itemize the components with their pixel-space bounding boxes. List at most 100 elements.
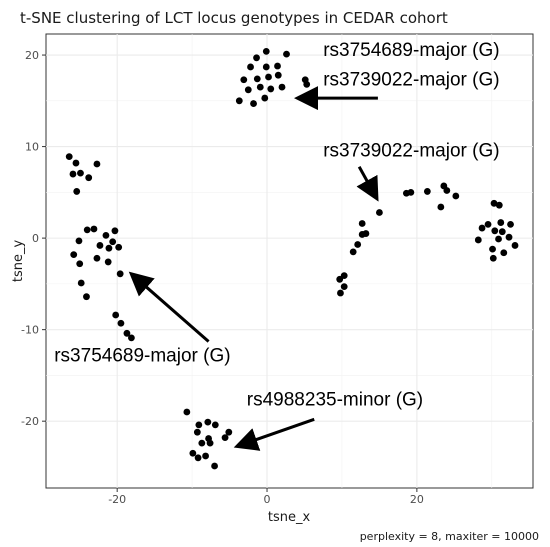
data-point bbox=[336, 275, 344, 283]
data-point bbox=[250, 100, 257, 107]
y-tick-label: -10 bbox=[21, 324, 39, 337]
data-point bbox=[75, 237, 83, 245]
data-point bbox=[253, 54, 260, 62]
data-point bbox=[206, 439, 214, 447]
data-point bbox=[265, 73, 272, 81]
data-point bbox=[437, 203, 445, 211]
data-point bbox=[193, 428, 201, 436]
data-point bbox=[497, 219, 505, 226]
data-point bbox=[340, 272, 348, 280]
data-point bbox=[109, 238, 117, 246]
data-point bbox=[511, 242, 519, 249]
data-point bbox=[256, 83, 264, 91]
chart-caption: perplexity = 8, maxiter = 10000 bbox=[360, 530, 539, 543]
data-point bbox=[267, 85, 275, 93]
annotation-label: rs4988235-minor (G) bbox=[247, 390, 423, 411]
data-point bbox=[244, 86, 252, 94]
x-tick-label: -20 bbox=[108, 493, 126, 506]
data-point bbox=[70, 251, 78, 258]
data-point bbox=[262, 63, 270, 71]
data-point bbox=[349, 248, 357, 256]
data-point bbox=[489, 245, 496, 253]
data-point bbox=[73, 188, 81, 195]
data-point bbox=[83, 226, 91, 234]
annotation-label: rs3739022-major (G) bbox=[323, 141, 499, 162]
data-point bbox=[478, 224, 486, 232]
data-point bbox=[240, 76, 248, 84]
data-point bbox=[93, 254, 101, 262]
data-point bbox=[90, 225, 98, 233]
data-point bbox=[340, 283, 348, 291]
y-tick-label: 20 bbox=[25, 49, 39, 62]
data-point bbox=[77, 279, 85, 287]
data-point bbox=[283, 50, 290, 58]
data-point bbox=[407, 188, 415, 196]
annotation-label: rs3754689-major (G) bbox=[54, 346, 230, 367]
data-point bbox=[274, 62, 281, 70]
annotation-arrows bbox=[128, 86, 379, 451]
data-point bbox=[498, 228, 506, 236]
data-point bbox=[116, 270, 124, 278]
data-point bbox=[65, 153, 73, 161]
data-point bbox=[221, 434, 229, 442]
data-point bbox=[115, 243, 123, 251]
data-point bbox=[105, 244, 113, 252]
data-point bbox=[202, 452, 209, 460]
annotation-arrow bbox=[128, 271, 210, 343]
data-point bbox=[77, 169, 84, 177]
data-point bbox=[495, 235, 502, 243]
data-point bbox=[69, 170, 77, 178]
data-point bbox=[211, 421, 219, 429]
data-point bbox=[183, 408, 191, 416]
data-point bbox=[194, 454, 202, 462]
data-point bbox=[253, 75, 261, 83]
data-point bbox=[247, 63, 254, 71]
annotation-label: rs3739022-major (G) bbox=[323, 69, 499, 90]
axis-ticks: -20 0 20 -20 -10 0 10 20 bbox=[21, 49, 424, 506]
data-point bbox=[443, 187, 451, 194]
data-point bbox=[198, 439, 206, 447]
data-point bbox=[235, 97, 243, 105]
data-point bbox=[128, 334, 135, 342]
data-point bbox=[117, 319, 125, 327]
data-point bbox=[76, 260, 84, 268]
data-point bbox=[491, 227, 499, 235]
data-point bbox=[85, 174, 93, 182]
data-point bbox=[337, 289, 344, 297]
annotation-arrow bbox=[356, 165, 379, 202]
data-point bbox=[278, 83, 286, 91]
data-point bbox=[112, 311, 120, 319]
data-point bbox=[354, 241, 362, 248]
y-axis-title: tsne_y bbox=[11, 240, 26, 283]
data-point bbox=[123, 329, 131, 337]
data-point bbox=[261, 94, 269, 102]
data-point bbox=[211, 462, 218, 470]
data-point bbox=[274, 71, 282, 79]
y-tick-label: 10 bbox=[25, 141, 39, 154]
x-axis-title: tsne_x bbox=[268, 510, 311, 525]
data-point bbox=[195, 421, 203, 429]
data-point bbox=[72, 159, 80, 167]
data-point bbox=[489, 254, 497, 262]
x-tick-label: 0 bbox=[264, 493, 271, 506]
data-point bbox=[96, 242, 104, 249]
data-point bbox=[102, 231, 110, 239]
data-point bbox=[490, 199, 498, 207]
data-point bbox=[225, 428, 233, 436]
data-point bbox=[376, 209, 383, 216]
plot-panel bbox=[45, 33, 534, 489]
annotation-arrow bbox=[233, 417, 315, 451]
annotation-label: rs3754689-major (G) bbox=[323, 40, 499, 61]
data-point bbox=[362, 230, 370, 237]
y-tick-label: 0 bbox=[32, 232, 39, 245]
data-point bbox=[452, 192, 460, 200]
data-point bbox=[104, 258, 112, 266]
data-point bbox=[93, 160, 101, 168]
data-point bbox=[83, 293, 90, 301]
data-point bbox=[500, 249, 508, 257]
data-point bbox=[484, 220, 492, 228]
data-point bbox=[204, 418, 212, 426]
data-points bbox=[65, 47, 519, 470]
data-point bbox=[495, 201, 503, 209]
